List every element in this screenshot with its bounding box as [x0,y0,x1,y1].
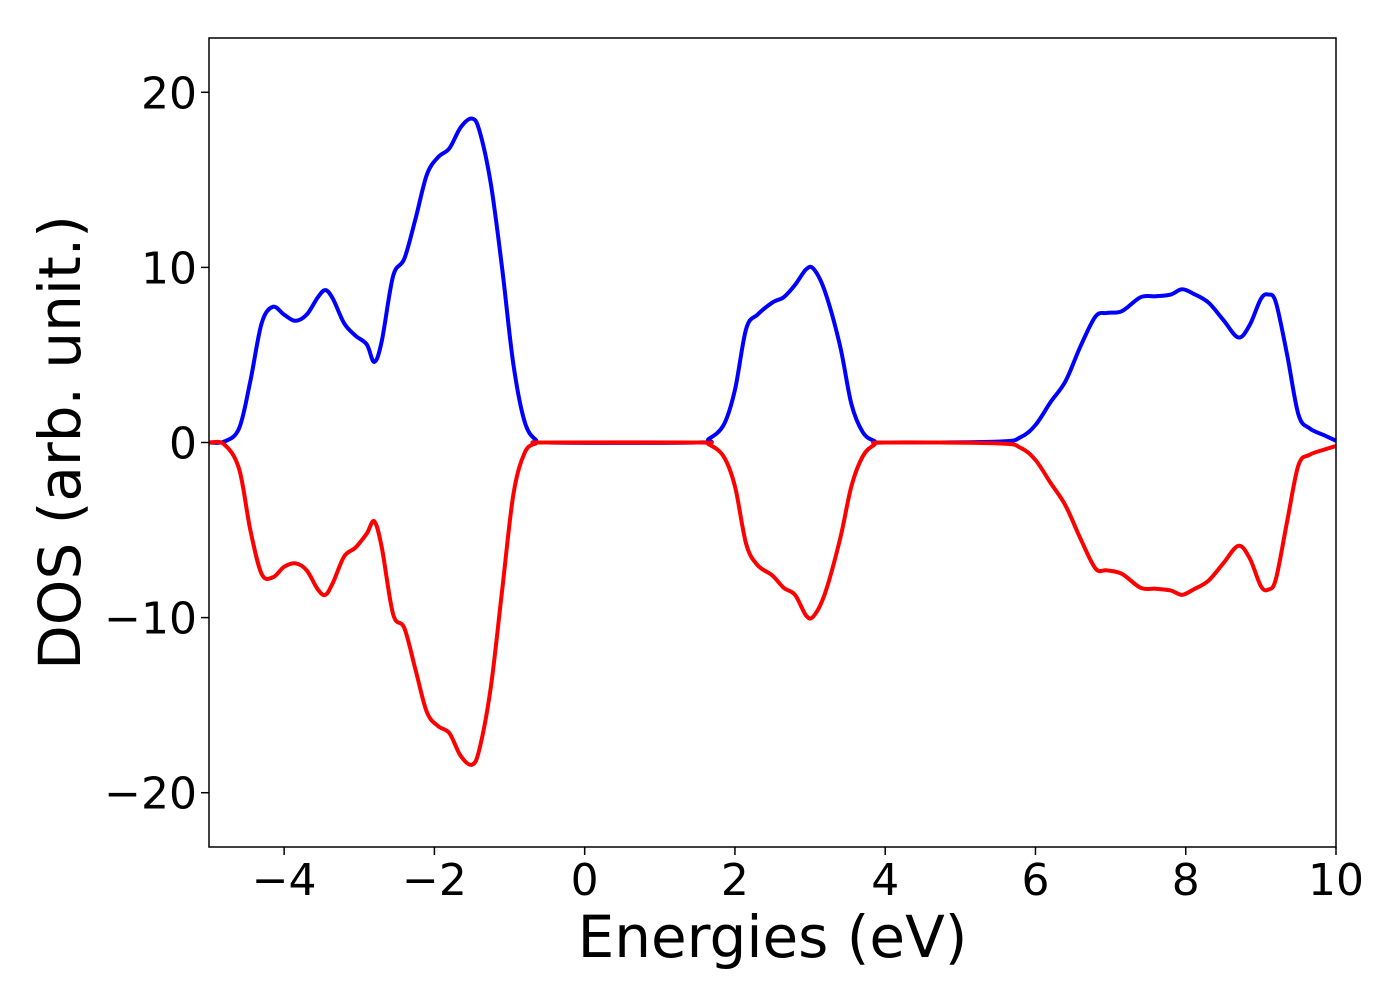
x-tick-label: −2 [402,855,467,906]
plot-frame [208,37,1337,848]
y-tick-label: 10 [141,243,197,294]
y-tick-label: −20 [104,769,197,820]
series-layer [208,116,1337,767]
series-line-2 [208,439,1337,767]
x-tick-label: 0 [571,855,599,906]
x-axis-label: Energies (eV) [578,903,968,971]
y-tick-label: 20 [141,68,197,119]
x-tick-label: 4 [871,855,899,906]
x-axis-ticks: −4 −2 0 2 4 6 8 10 [252,847,1364,906]
x-tick-label: 10 [1308,855,1364,906]
series-line-1 [208,116,1337,445]
y-axis-ticks: 20 10 0 −10 −20 [104,68,209,820]
x-tick-label: 6 [1021,855,1049,906]
x-tick-label: 2 [721,855,749,906]
y-tick-label: −10 [104,594,197,645]
y-axis-label: DOS (arb. unit.) [26,215,94,670]
y-tick-label: 0 [169,419,197,470]
x-tick-label: 8 [1172,855,1200,906]
x-tick-label: −4 [252,855,317,906]
